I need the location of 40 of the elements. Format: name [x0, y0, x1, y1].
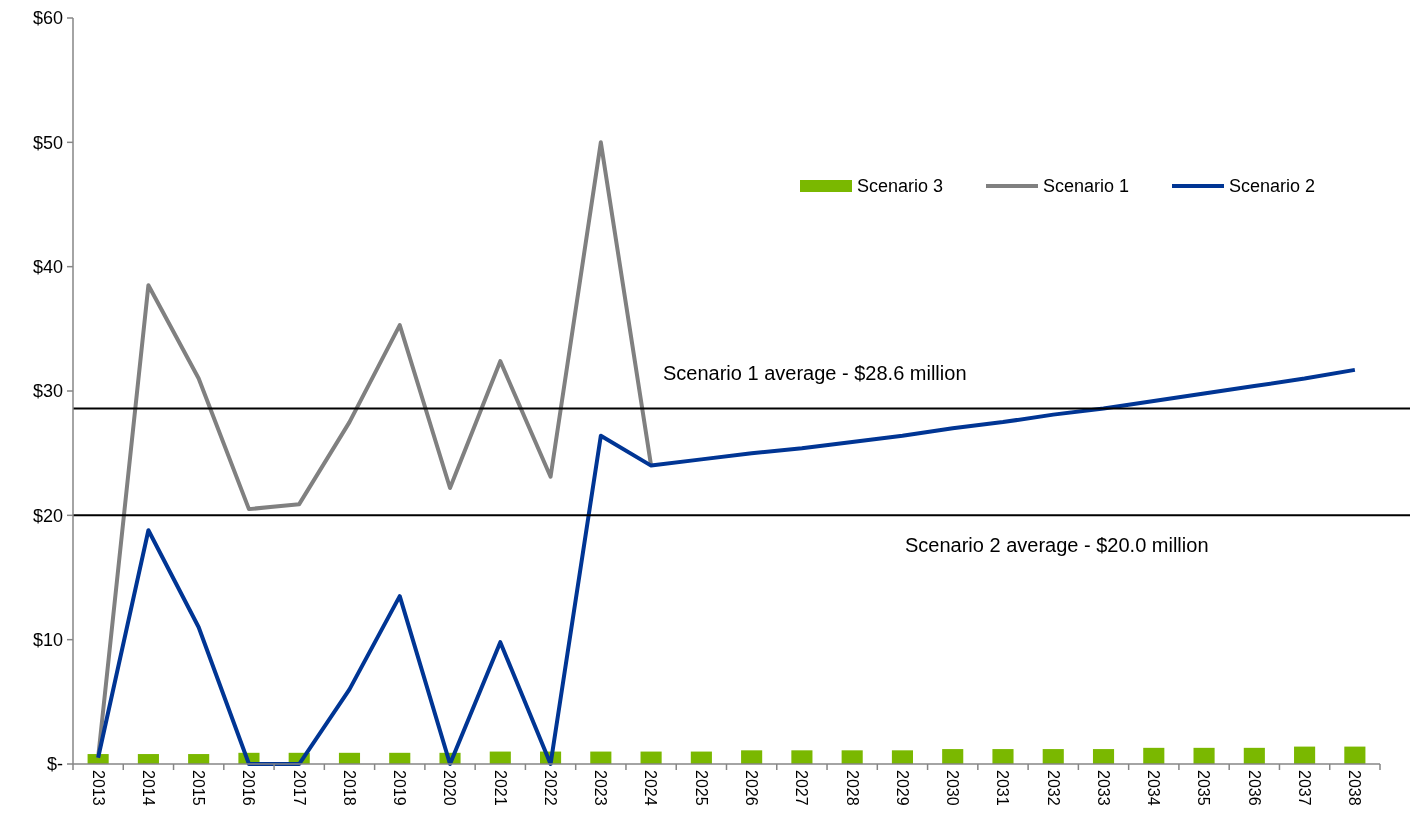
- x-tick-label: 2032: [1044, 770, 1062, 806]
- x-tick-label: 2018: [340, 770, 358, 806]
- x-tick-label: 2013: [89, 770, 107, 806]
- x-tick-label: 2038: [1346, 770, 1364, 806]
- y-tick-label: $20: [32, 505, 63, 526]
- x-tick-label: 2037: [1296, 770, 1313, 806]
- line-series: [96, 140, 654, 760]
- x-tick-label: 2033: [1094, 770, 1112, 806]
- y-tick-label: $10: [32, 629, 63, 650]
- legend-label: Scenario 1: [1043, 176, 1130, 197]
- x-tick-label: 2026: [743, 770, 761, 806]
- x-tick-label: 2036: [1245, 770, 1263, 806]
- x-tick-label: 2025: [692, 770, 710, 806]
- y-tick-label: $40: [32, 256, 63, 277]
- line-series: [96, 367, 1357, 766]
- y-tick-label: $60: [32, 8, 63, 29]
- x-tick-label: 2019: [391, 770, 409, 806]
- x-tick-label: 2014: [139, 770, 157, 806]
- x-tick-label: 2023: [592, 770, 610, 806]
- x-tick-label: 2029: [893, 770, 911, 806]
- ref-line-label: Scenario 2 average - $20.0 million: [905, 534, 1209, 557]
- x-tick-label: 2027: [793, 770, 811, 806]
- x-tick-label: 2022: [541, 770, 559, 806]
- x-tick-label: 2015: [190, 770, 208, 806]
- x-tick-label: 2024: [642, 770, 660, 806]
- x-tick-label: 2031: [994, 770, 1012, 806]
- y-tick-label: $50: [32, 132, 63, 153]
- y-tick-label: $-: [46, 754, 63, 775]
- x-tick-label: 2021: [491, 770, 509, 806]
- x-tick-label: 2034: [1145, 770, 1163, 806]
- x-tick-label: 2035: [1195, 770, 1213, 806]
- x-tick-label: 2017: [290, 770, 308, 806]
- x-tick-label: 2016: [240, 770, 258, 806]
- ref-line-label: Scenario 1 average - $28.6 million: [663, 362, 967, 385]
- y-tick-label: $30: [32, 381, 63, 402]
- x-tick-label: 2028: [843, 770, 861, 806]
- x-tick-label: 2020: [441, 770, 459, 806]
- legend-label: Scenario 2: [1229, 176, 1316, 197]
- legend-label: Scenario 3: [857, 176, 944, 197]
- x-tick-label: 2030: [944, 770, 962, 806]
